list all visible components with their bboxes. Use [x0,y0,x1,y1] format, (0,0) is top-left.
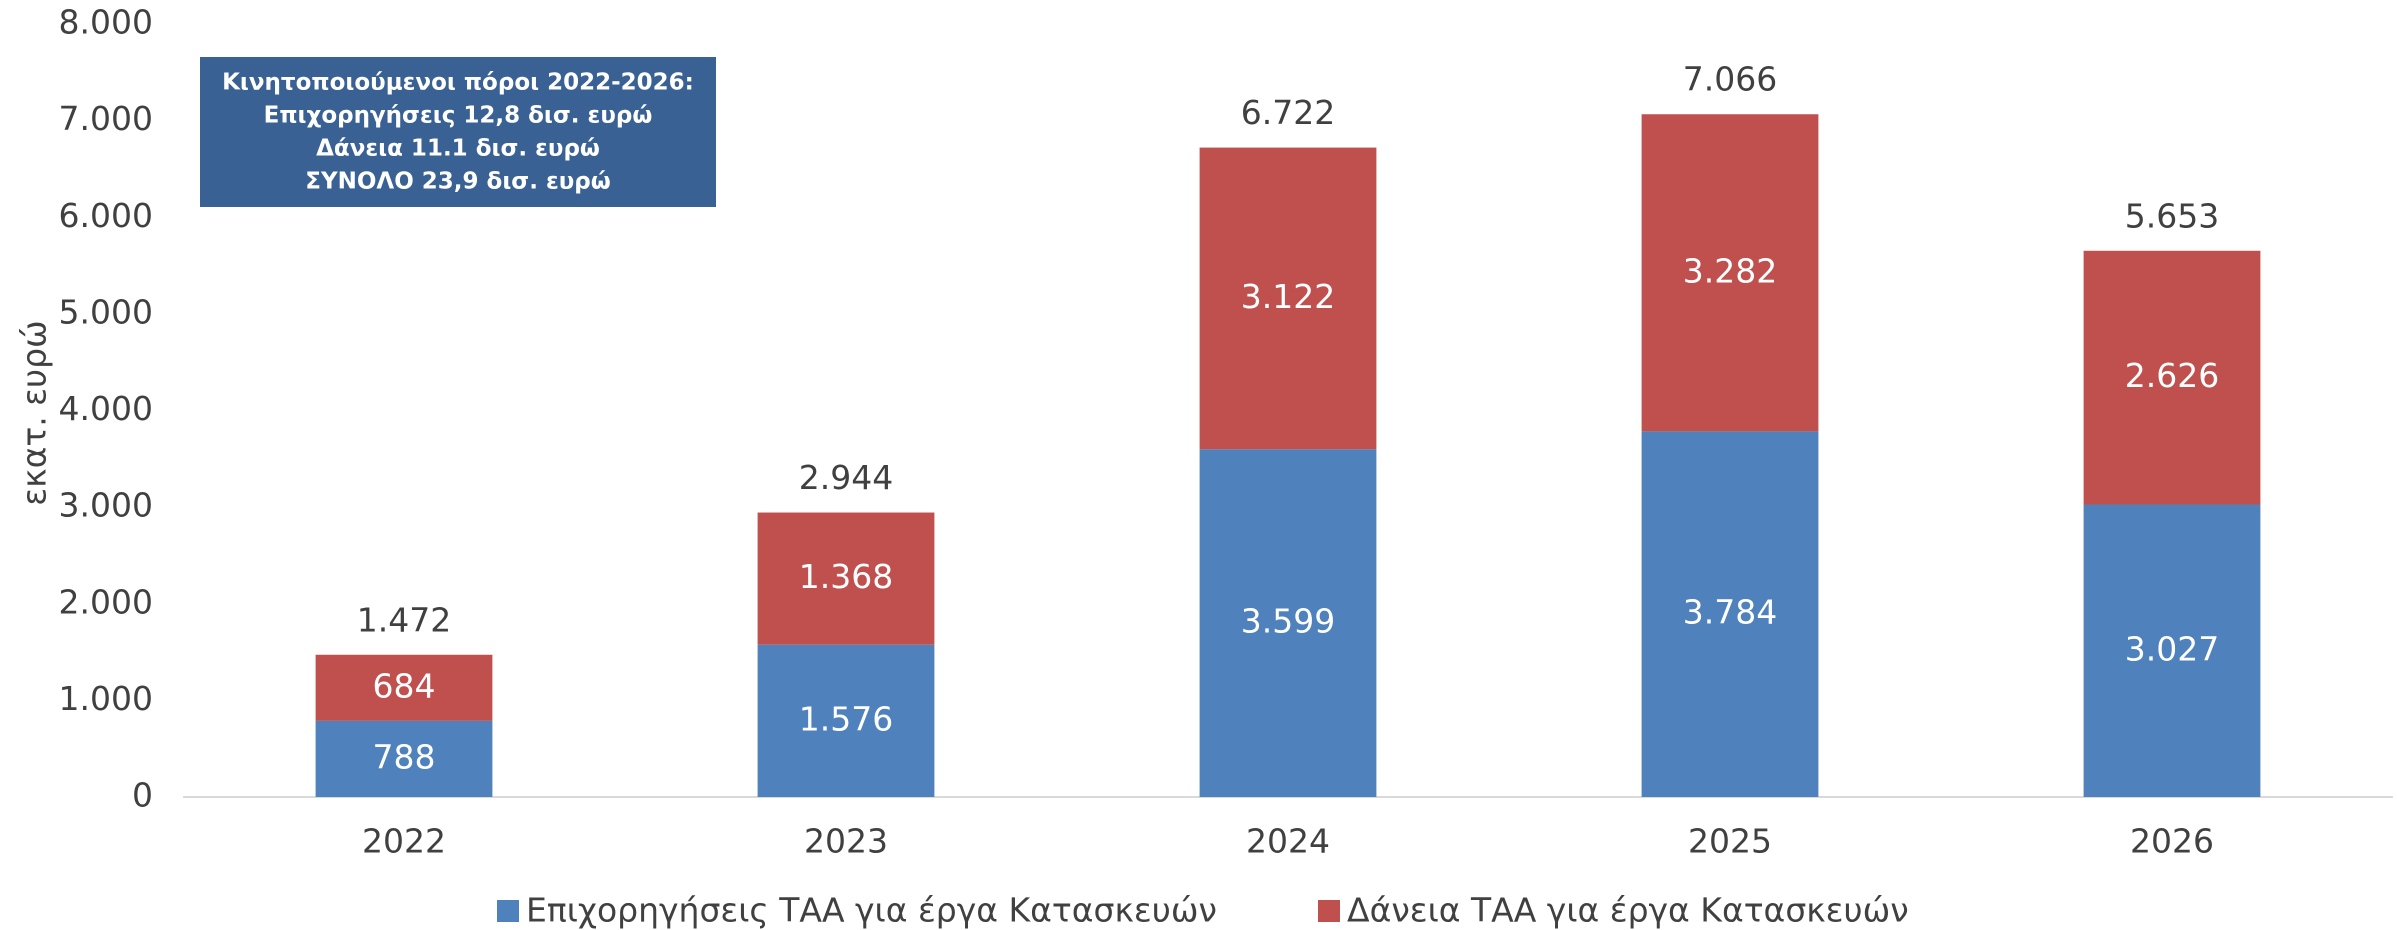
value-label: 1.576 [799,699,893,738]
legend-swatch [1318,900,1340,922]
legend-label: Επιχορηγήσεις ΤΑΑ για έργα Κατασκευών [526,891,1217,930]
total-label: 2.944 [799,458,893,497]
annotation-text: ΣΥΝΟΛΟ 23,9 δισ. ευρώ [305,169,611,195]
total-label: 5.653 [2125,196,2219,235]
value-label: 1.368 [799,557,893,596]
y-tick-label: 3.000 [59,486,153,525]
annotation-text: Δάνεια 11.1 δισ. ευρώ [316,136,600,162]
bar-segment [1199,147,1377,450]
value-label: 3.599 [1241,602,1335,641]
bar-segment [757,644,935,797]
value-label: 2.626 [2125,356,2219,395]
y-axis-label: εκατ. ευρώ [15,320,54,505]
y-tick-label: 0 [132,776,153,815]
bar-segment [2083,250,2261,505]
legend-label: Δάνεια ΤΑΑ για έργα Κατασκευών [1347,891,1909,930]
y-tick-label: 5.000 [59,292,153,331]
bar-segment [1199,449,1377,797]
y-tick-label: 8.000 [59,3,153,42]
x-tick-label: 2024 [1246,822,1330,861]
value-label: 3.784 [1683,593,1777,632]
value-label: 3.027 [2125,629,2219,668]
bar-segment [757,512,935,645]
total-label: 1.472 [357,600,451,639]
bar-segment [2083,504,2261,797]
total-label: 7.066 [1683,60,1777,99]
value-label: 684 [373,666,436,705]
y-tick-label: 7.000 [59,99,153,138]
annotation-text: Επιχορηγήσεις 12,8 δισ. ευρώ [264,103,653,129]
annotation-box [200,57,716,207]
bar-segment [1641,114,1819,432]
bar-segment [1641,431,1819,797]
y-tick-label: 6.000 [59,196,153,235]
value-label: 3.122 [1241,277,1335,316]
legend-swatch [497,900,519,922]
x-tick-label: 2023 [804,822,888,861]
y-tick-label: 2.000 [59,582,153,621]
y-tick-label: 1.000 [59,679,153,718]
value-label: 788 [373,737,436,776]
value-label: 3.282 [1683,251,1777,290]
annotation-text: Κινητοποιούμενοι πόροι 2022-2026: [222,70,694,96]
bar-segment [315,654,493,721]
x-tick-label: 2025 [1688,822,1772,861]
bar-segment [315,720,493,797]
x-tick-label: 2022 [362,822,446,861]
x-tick-label: 2026 [2130,822,2214,861]
total-label: 6.722 [1241,93,1335,132]
y-tick-label: 4.000 [59,389,153,428]
